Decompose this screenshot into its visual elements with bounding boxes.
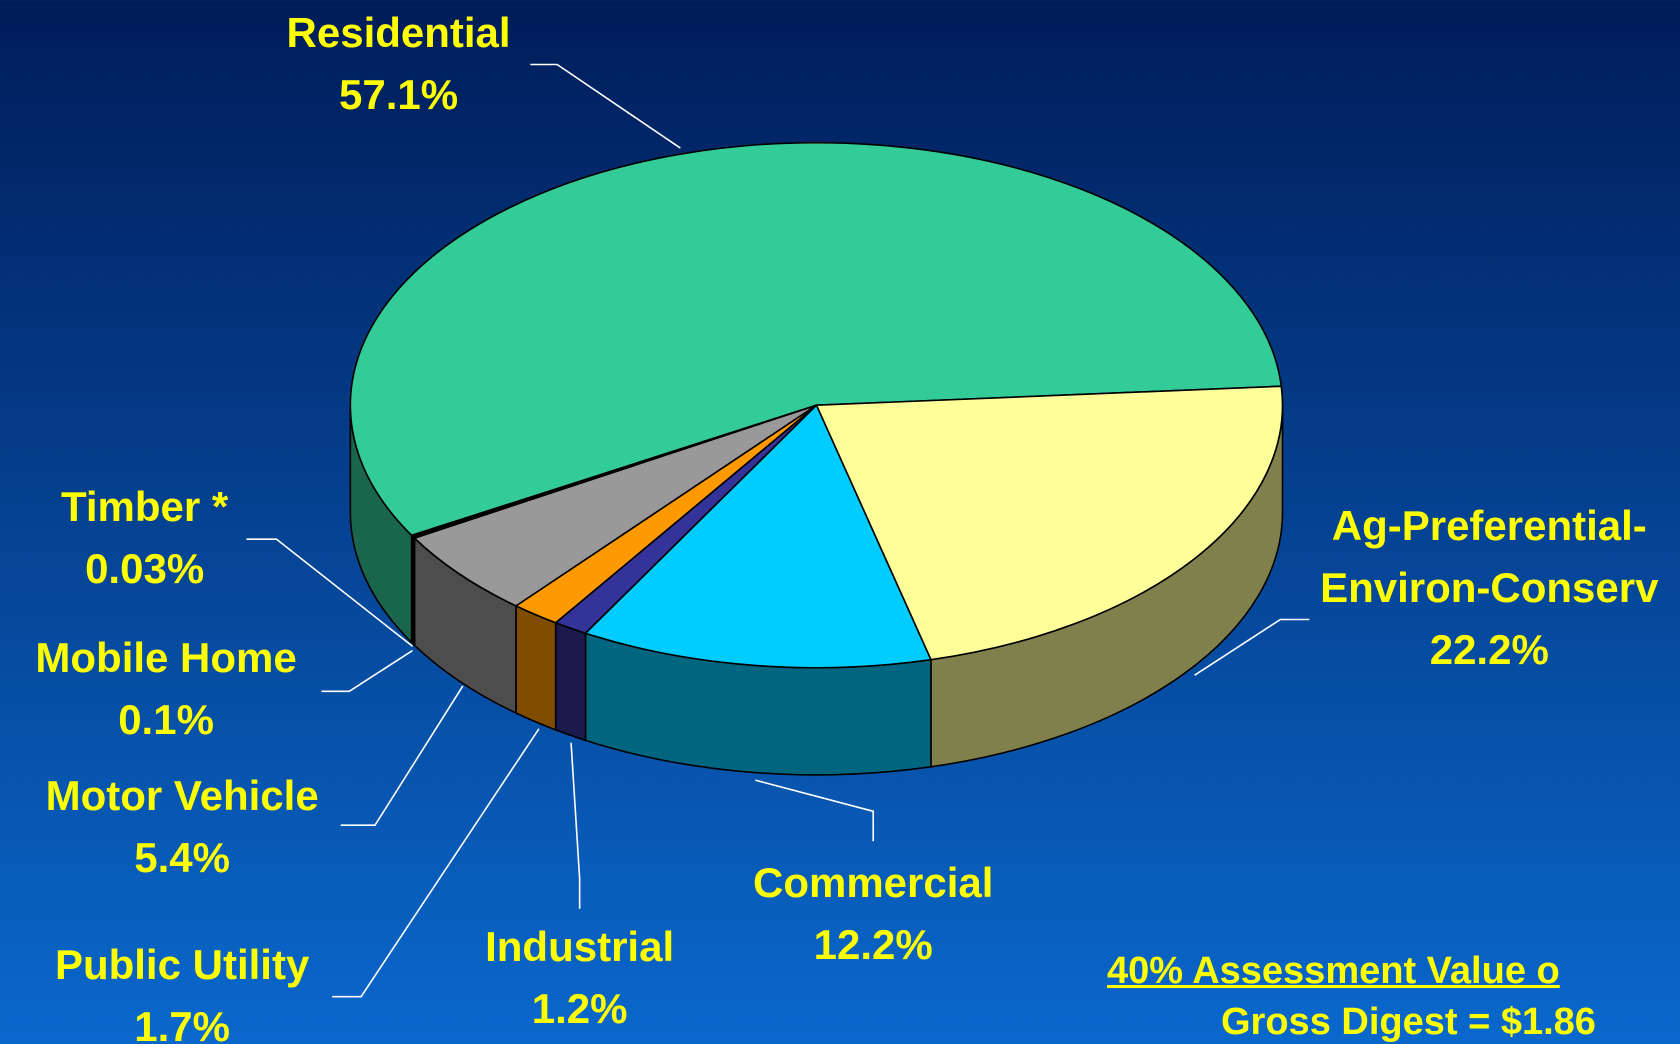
leader-line	[246, 538, 413, 647]
pie-slice	[349, 141, 1283, 537]
category-label: Commercial	[752, 858, 994, 906]
footnote: Gross Digest = $1.86	[1221, 1001, 1596, 1043]
slice-label: Industrial 1.2%	[440, 916, 719, 1040]
value-label: 1.7%	[134, 1003, 230, 1044]
pie-slice	[815, 385, 1284, 661]
value-label: 22.2%	[1429, 626, 1549, 673]
leader-line	[321, 649, 413, 693]
pie-slice	[412, 404, 817, 607]
slice-label: Mobile Home 0.1%	[0, 627, 338, 751]
slice-label: Motor Vehicle 5.4%	[0, 765, 364, 889]
value-label: 1.2%	[531, 985, 628, 1033]
slice-label: Residential 57.1%	[174, 2, 624, 126]
category-label: Ag-Preferential-Environ-Conserv	[1320, 502, 1659, 611]
leader-line	[1194, 618, 1310, 676]
category-label: Motor Vehicle	[45, 772, 319, 819]
category-label: Industrial	[485, 923, 675, 971]
category-label: Public Utility	[54, 941, 310, 989]
value-label: 0.03%	[85, 544, 205, 592]
footnote: 40% Assessment Value o	[1107, 950, 1560, 992]
pie-side	[554, 621, 587, 742]
slice-label: Commercial 12.2%	[702, 852, 1045, 976]
leader-line	[332, 728, 540, 998]
slice-label: Public Utility 1.7%	[11, 934, 354, 1044]
category-label: Mobile Home	[35, 633, 297, 681]
value-label: 12.2%	[813, 920, 933, 968]
value-label: 57.1%	[339, 71, 459, 119]
leader-line	[340, 685, 464, 827]
category-label: Timber *	[60, 482, 229, 530]
value-label: 0.1%	[118, 695, 214, 743]
category-label: Residential	[286, 9, 511, 57]
leader-line	[755, 779, 875, 842]
leader-lines	[246, 63, 1310, 998]
pie-slice	[584, 403, 933, 669]
leader-line	[570, 742, 581, 909]
leader-line	[530, 63, 681, 149]
pie-tops	[349, 141, 1284, 669]
pie-side	[515, 604, 557, 732]
value-label: 5.4%	[134, 834, 230, 881]
slice-label: Ag-Preferential-Environ-Conserv 22.2%	[1296, 495, 1680, 681]
pie-slice	[411, 404, 817, 538]
slice-label: Timber * 0.03%	[5, 476, 284, 600]
